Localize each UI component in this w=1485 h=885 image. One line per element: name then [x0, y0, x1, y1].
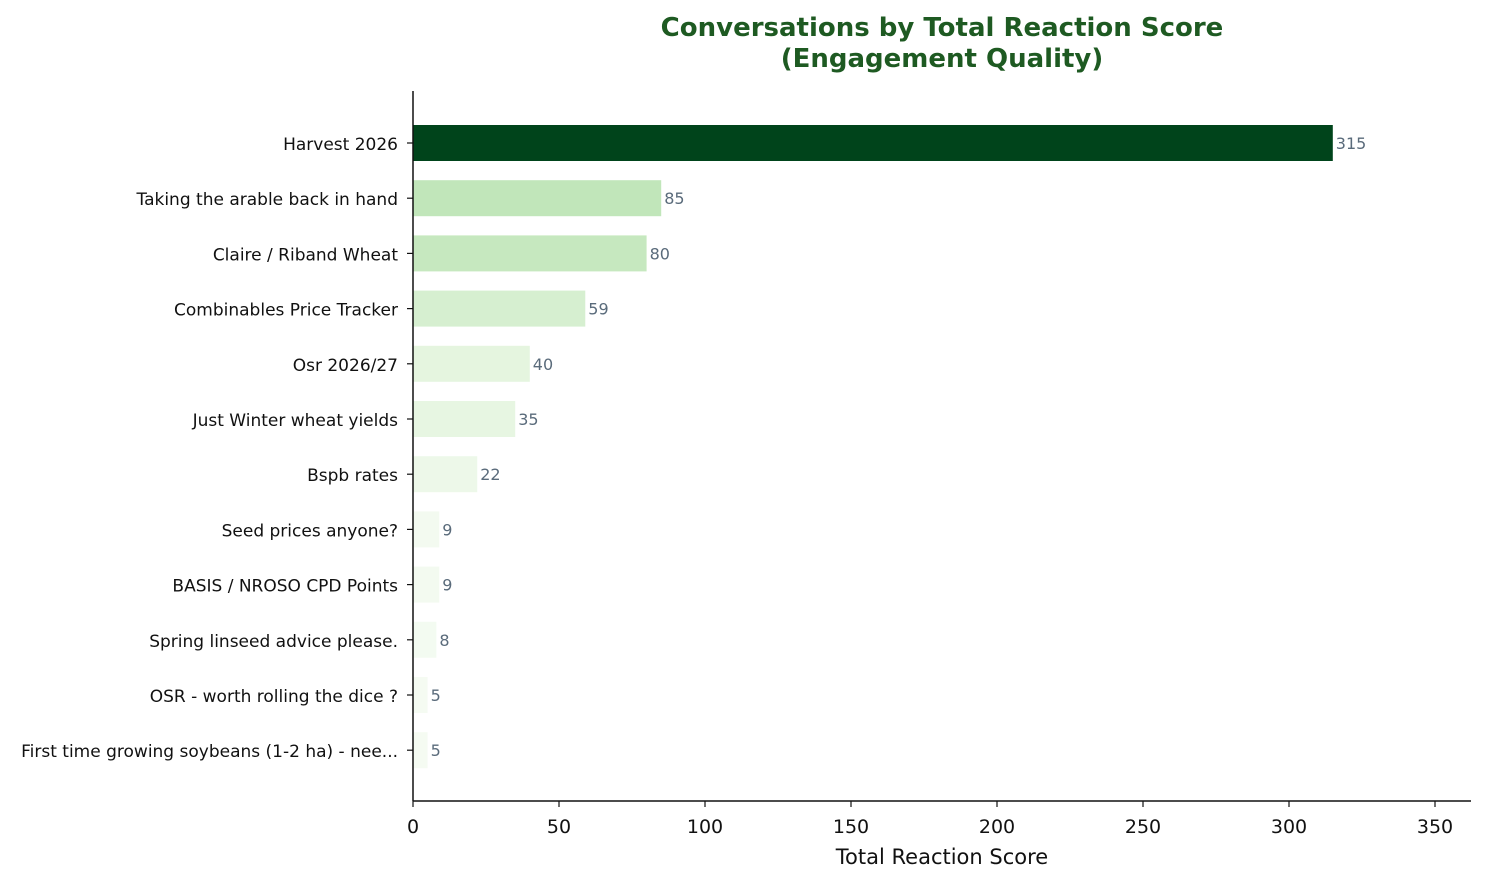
- chart-title-line: Conversations by Total Reaction Score: [661, 13, 1224, 43]
- category-label: OSR - worth rolling the dice ?: [150, 687, 398, 707]
- category-labels-group: Harvest 2026 Taking the arable back in ha…: [21, 135, 398, 762]
- x-tick-label: 350: [1417, 816, 1453, 838]
- value-label: 22: [480, 465, 500, 484]
- value-label: 9: [442, 576, 452, 595]
- bar: [413, 125, 1333, 161]
- category-label: First time growing soybeans (1-2 ha) - n…: [21, 742, 398, 762]
- value-label: 85: [664, 189, 684, 208]
- bar: [413, 345, 530, 382]
- axes-group: [407, 91, 1471, 802]
- value-label: 5: [431, 686, 441, 705]
- x-ticks-group: 0 50 100 150 200 250 300 350: [407, 801, 1453, 838]
- category-label: Seed prices anyone?: [222, 521, 398, 541]
- category-label: Combinables Price Tracker: [174, 301, 398, 321]
- bar: [413, 511, 440, 548]
- bar: [413, 401, 516, 437]
- x-tick-label: 0: [407, 816, 419, 838]
- bars-group: [413, 125, 1333, 769]
- x-tick-label: 250: [1125, 816, 1161, 838]
- value-label: 315: [1336, 134, 1367, 153]
- category-label: Bspb rates: [307, 466, 398, 486]
- x-tick-label: 300: [1271, 816, 1307, 838]
- x-axis-title: Total Reaction Score: [835, 845, 1048, 869]
- bar: [413, 180, 662, 217]
- x-tick-label: 200: [979, 816, 1015, 838]
- chart-title: Conversations by Total Reaction Score (En…: [661, 13, 1224, 74]
- x-tick-label: 50: [547, 816, 571, 838]
- bar: [413, 732, 428, 769]
- value-label: 8: [439, 631, 449, 650]
- value-label: 5: [431, 741, 441, 760]
- x-tick-label: 100: [687, 816, 723, 838]
- bar: [413, 566, 440, 603]
- category-label: Spring linseed advice please.: [149, 632, 398, 652]
- value-label: 40: [533, 355, 553, 374]
- x-tick-label: 150: [833, 816, 869, 838]
- category-label: BASIS / NROSO CPD Points: [172, 577, 398, 597]
- category-label: Just Winter wheat yields: [192, 411, 399, 431]
- bar: [413, 456, 478, 493]
- value-label: 35: [518, 410, 538, 429]
- chart-title-line: (Engagement Quality): [781, 44, 1104, 74]
- value-label: 80: [650, 244, 670, 263]
- bar: [413, 621, 437, 658]
- value-label: 9: [442, 520, 452, 539]
- category-label: Claire / Riband Wheat: [213, 245, 399, 265]
- category-label: Osr 2026/27: [293, 356, 398, 376]
- category-label: Harvest 2026: [283, 135, 398, 155]
- category-label: Taking the arable back in hand: [136, 190, 399, 210]
- bar: [413, 235, 647, 272]
- bar: [413, 677, 428, 713]
- value-label: 59: [588, 300, 608, 319]
- bar: [413, 290, 586, 327]
